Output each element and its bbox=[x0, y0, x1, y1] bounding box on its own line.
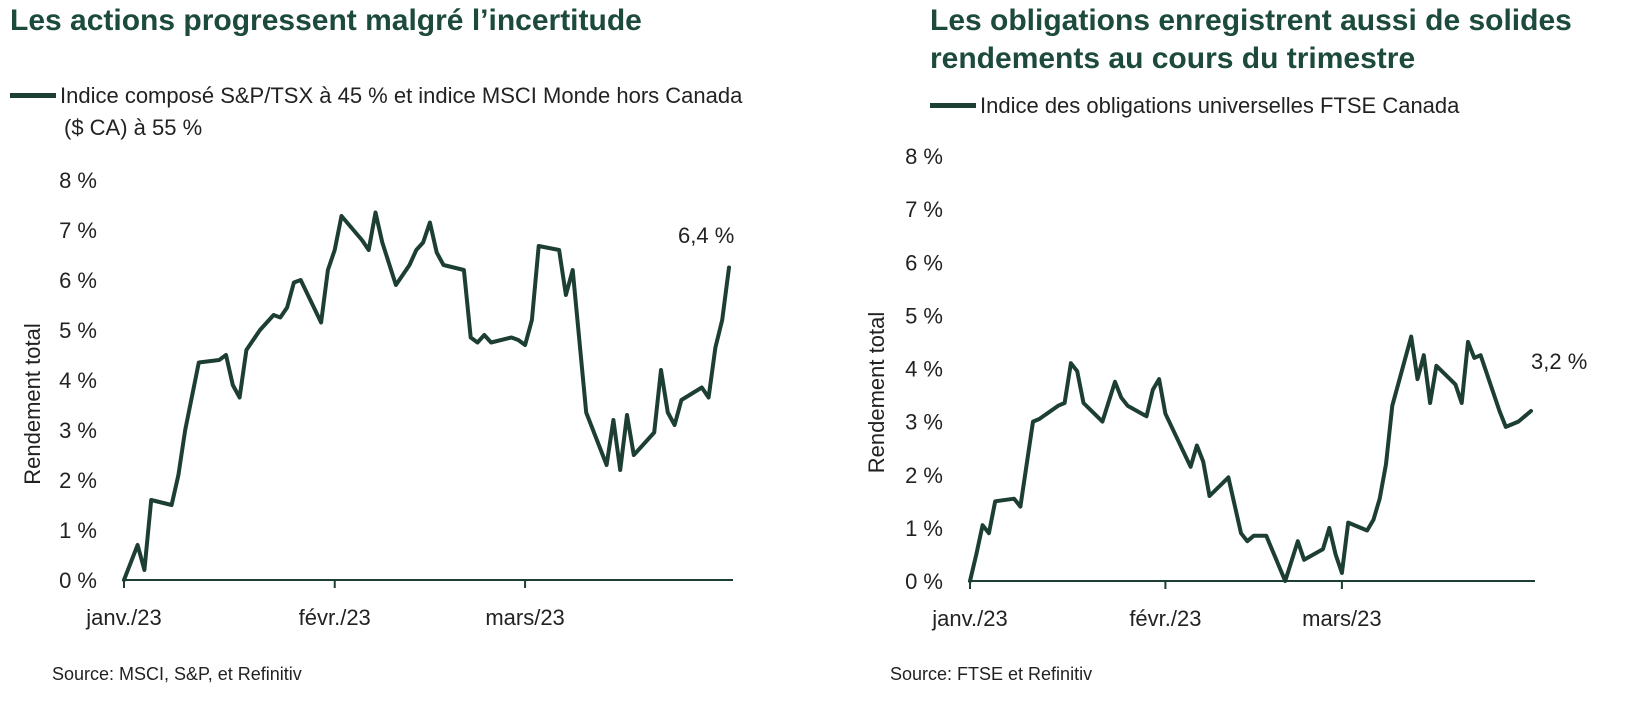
equity-ytick-label: 6 % bbox=[59, 268, 97, 293]
bond-title-line-2: rendements au cours du trimestre bbox=[930, 42, 1416, 75]
legend-line-swatch bbox=[930, 102, 976, 108]
equity-legend-label-cont: ($ CA) à 55 % bbox=[64, 115, 203, 140]
equity-ytick-label: 1 % bbox=[59, 518, 97, 543]
bond-panel: Les obligations enregistrent aussi de so… bbox=[864, 0, 1640, 724]
bond-line-chart: 0 % 1 % 2 % 3 % 4 % 5 % 6 % 7 % 8 % Rendement tot… bbox=[864, 144, 1587, 631]
bond-ytick-label: 3 % bbox=[905, 410, 943, 435]
bond-legend: Indice des obligations universelles FTSE… bbox=[930, 90, 1459, 122]
equity-legend: Indice composé S&P/TSX à 45 % et indice … bbox=[10, 80, 742, 144]
bond-ytick-label: 2 % bbox=[905, 463, 943, 488]
bond-xtick-label: janv./23 bbox=[931, 606, 1007, 631]
bond-ytick-label: 1 % bbox=[905, 516, 943, 541]
legend-line-swatch bbox=[10, 92, 56, 98]
equity-ytick-label: 7 % bbox=[59, 218, 97, 243]
equity-line-chart: 0 % 1 % 2 % 3 % 4 % 5 % 6 % 7 % 8 % Rendement tot… bbox=[20, 168, 734, 630]
equity-xtick-label: janv./23 bbox=[85, 605, 161, 630]
equity-xtick-label: févr./23 bbox=[299, 605, 371, 630]
bond-ytick-label: 4 % bbox=[905, 357, 943, 382]
equity-ytick-label: 2 % bbox=[59, 468, 97, 493]
equity-chart-title: Les actions progressent malgré l’incerti… bbox=[10, 4, 642, 37]
equity-legend-row: Indice composé S&P/TSX à 45 % et indice … bbox=[10, 80, 742, 112]
equity-panel: Les actions progressent malgré l’incerti… bbox=[10, 4, 742, 684]
equity-legend-row-2: ($ CA) à 55 % bbox=[10, 112, 742, 144]
bond-xtick-label: févr./23 bbox=[1129, 606, 1201, 631]
bond-legend-label: Indice des obligations universelles FTSE… bbox=[980, 93, 1460, 118]
bond-ytick-label: 8 % bbox=[905, 144, 943, 169]
equity-xtick-label: mars/23 bbox=[485, 605, 564, 630]
bond-chart-title: Les obligations enregistrent aussi de so… bbox=[930, 2, 1572, 78]
bond-ytick-label: 6 % bbox=[905, 250, 943, 275]
bond-title-line-1: Les obligations enregistrent aussi de so… bbox=[930, 4, 1572, 37]
bond-xtick-label: mars/23 bbox=[1302, 606, 1381, 631]
equity-ytick-label: 0 % bbox=[59, 568, 97, 593]
bond-series-line bbox=[968, 334, 1533, 583]
equity-ytick-label: 4 % bbox=[59, 368, 97, 393]
bond-end-value-label: 3,2 % bbox=[1531, 349, 1587, 374]
equity-ytick-label: 5 % bbox=[59, 318, 97, 343]
bond-ytick-label: 7 % bbox=[905, 197, 943, 222]
equity-ytick-label: 8 % bbox=[59, 168, 97, 193]
equity-source-note: Source: MSCI, S&P, et Refinitiv bbox=[52, 664, 302, 684]
bond-y-axis-label: Rendement total bbox=[864, 312, 889, 473]
bond-source-note: Source: FTSE et Refinitiv bbox=[890, 664, 1093, 684]
equity-series-line bbox=[122, 210, 731, 582]
equity-ytick-label: 3 % bbox=[59, 418, 97, 443]
bond-ytick-label: 5 % bbox=[905, 303, 943, 328]
equity-legend-label: Indice composé S&P/TSX à 45 % et indice … bbox=[60, 83, 743, 108]
bond-ytick-label: 0 % bbox=[905, 569, 943, 594]
equity-y-axis-label: Rendement total bbox=[20, 323, 45, 484]
equity-end-value-label: 6,4 % bbox=[678, 223, 734, 248]
